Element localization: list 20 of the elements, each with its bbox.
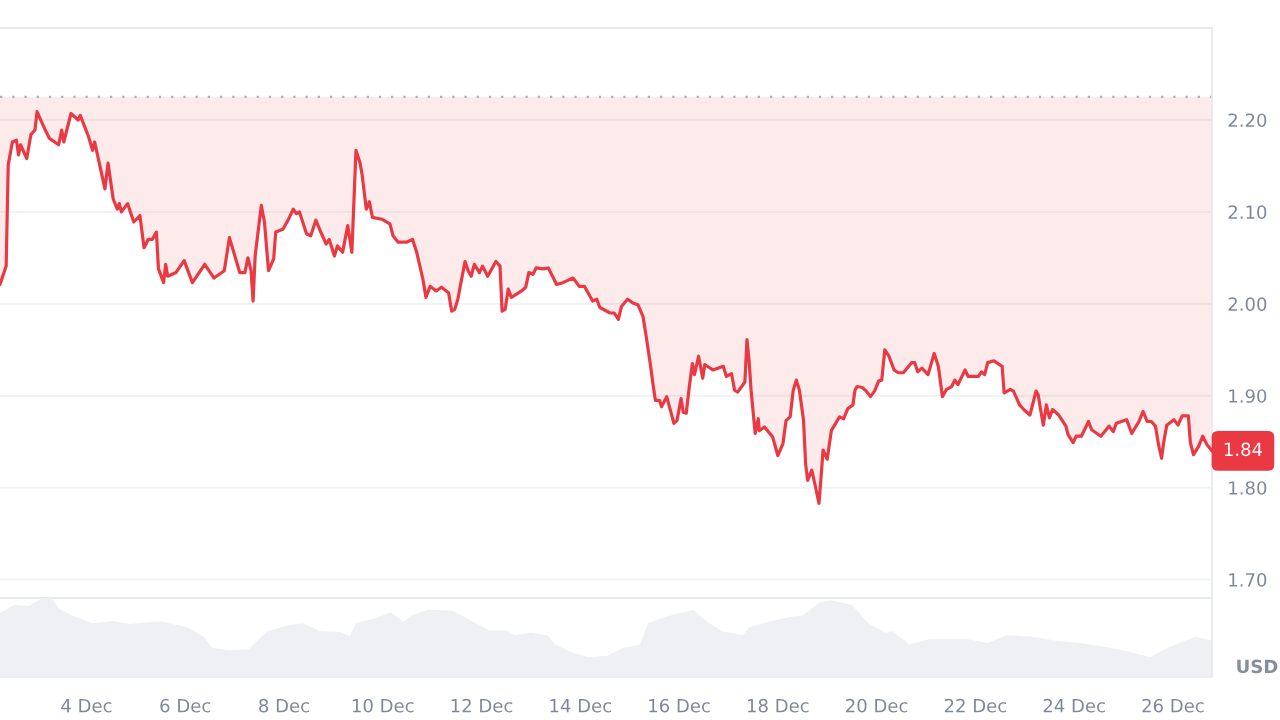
x-tick-label: 10 Dec (352, 698, 414, 713)
y-tick-label: 1.90 (1229, 389, 1267, 403)
x-tick-label: 24 Dec (1043, 698, 1105, 713)
x-tick-label: 12 Dec (451, 698, 513, 713)
y-tick-label: 1.70 (1229, 573, 1267, 587)
annotation: 1.84 (1224, 442, 1263, 457)
x-tick-label: 16 Dec (649, 698, 710, 713)
x-tick-label: 6 Dec (160, 698, 211, 713)
y-tick-label: 1.80 (1229, 481, 1267, 495)
x-tick-label: 18 Dec (747, 698, 809, 713)
x-tick-label: 8 Dec (259, 698, 309, 713)
x-tick-label: 22 Dec (944, 698, 1007, 713)
y-tick-label: 2.10 (1228, 205, 1267, 219)
x-tick-label: 26 Dec (1142, 698, 1204, 713)
y-tick-label: 2.20 (1228, 113, 1267, 128)
y-axis-title: USD (1237, 659, 1278, 674)
x-tick-label: 14 Dec (550, 699, 611, 713)
x-tick-label: 4 Dec (61, 699, 112, 713)
x-tick-label: 20 Dec (846, 698, 908, 713)
y-tick-label: 2.00 (1228, 297, 1267, 311)
